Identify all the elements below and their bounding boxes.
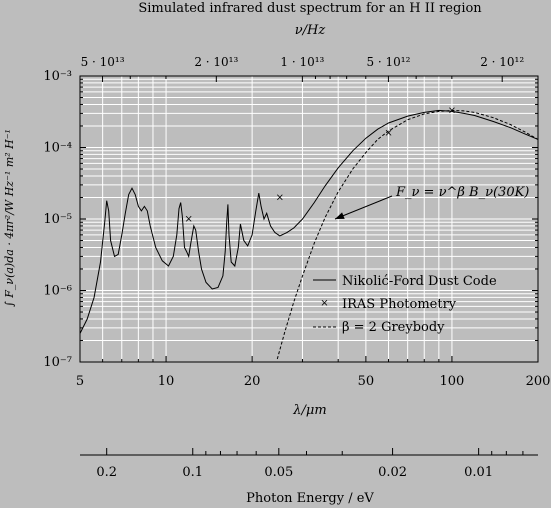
greybody-curve xyxy=(276,109,538,360)
top-axis-label: ν/Hz xyxy=(295,23,326,38)
x-axis-label: λ/μm xyxy=(292,403,326,418)
iras-data-point: × xyxy=(185,214,193,225)
iras-data-point: × xyxy=(384,128,392,139)
dust-code-curve xyxy=(80,109,538,334)
axes-layer: 5 10 20 50 100 200 10⁻⁷ 10⁻⁶ 10⁻⁵ 10⁻⁴ 10⁻³ 5 · 10¹… xyxy=(43,55,550,480)
x-tick-label: 5 xyxy=(76,374,84,389)
top-tick-label: 5 · 10¹³ xyxy=(81,55,125,69)
top-tick-label: 2 · 10¹² xyxy=(480,55,524,69)
annotation-arrow xyxy=(334,195,393,220)
energy-tick-label: 0.05 xyxy=(264,465,293,480)
legend-label-nikolic: Nikolić-Ford Dust Code xyxy=(342,274,497,289)
y-tick-label: 10⁻⁶ xyxy=(43,284,72,299)
x-tick-label: 20 xyxy=(244,374,261,389)
legend-x-marker: × xyxy=(320,298,328,309)
energy-tick-label: 0.02 xyxy=(378,465,407,480)
legend-label-iras: IRAS Photometry xyxy=(342,297,457,312)
series-layer: × × × × xyxy=(80,105,538,360)
x-tick-label: 100 xyxy=(440,374,465,389)
y-tick-label: 10⁻⁷ xyxy=(43,355,72,370)
top-tick-label: 1 · 10¹³ xyxy=(280,55,324,69)
annotation: F_ν = ν^β B_ν(30K) xyxy=(334,185,529,220)
energy-axis-label: Photon Energy / eV xyxy=(246,491,374,506)
top-tick-label: 2 · 10¹³ xyxy=(194,55,238,69)
energy-tick-label: 0.1 xyxy=(182,465,203,480)
top-tick-label: 5 · 10¹² xyxy=(366,55,410,69)
y-axis-label: ∫ F_ν(a)da · 4πr²/W Hz⁻¹ m² H⁻¹ xyxy=(3,129,16,307)
energy-tick-label: 0.2 xyxy=(96,465,117,480)
annotation-arrowhead xyxy=(335,212,345,219)
x-tick-label: 50 xyxy=(358,374,375,389)
energy-tick-label: 0.01 xyxy=(464,465,493,480)
y-tick-label: 10⁻⁴ xyxy=(43,141,72,156)
y-tick-label: 10⁻⁵ xyxy=(43,212,72,227)
iras-data-point: × xyxy=(276,192,284,203)
x-tick-label: 200 xyxy=(526,374,551,389)
iras-data-point: × xyxy=(448,105,456,116)
legend: Nikolić-Ford Dust Code × IRAS Photometry… xyxy=(313,274,497,335)
y-tick-label: 10⁻³ xyxy=(43,69,72,84)
annotation-label: F_ν = ν^β B_ν(30K) xyxy=(395,185,529,200)
legend-label-greybody: β = 2 Greybody xyxy=(342,320,445,335)
x-tick-label: 10 xyxy=(158,374,175,389)
chart-title: Simulated infrared dust spectrum for an … xyxy=(138,1,482,16)
